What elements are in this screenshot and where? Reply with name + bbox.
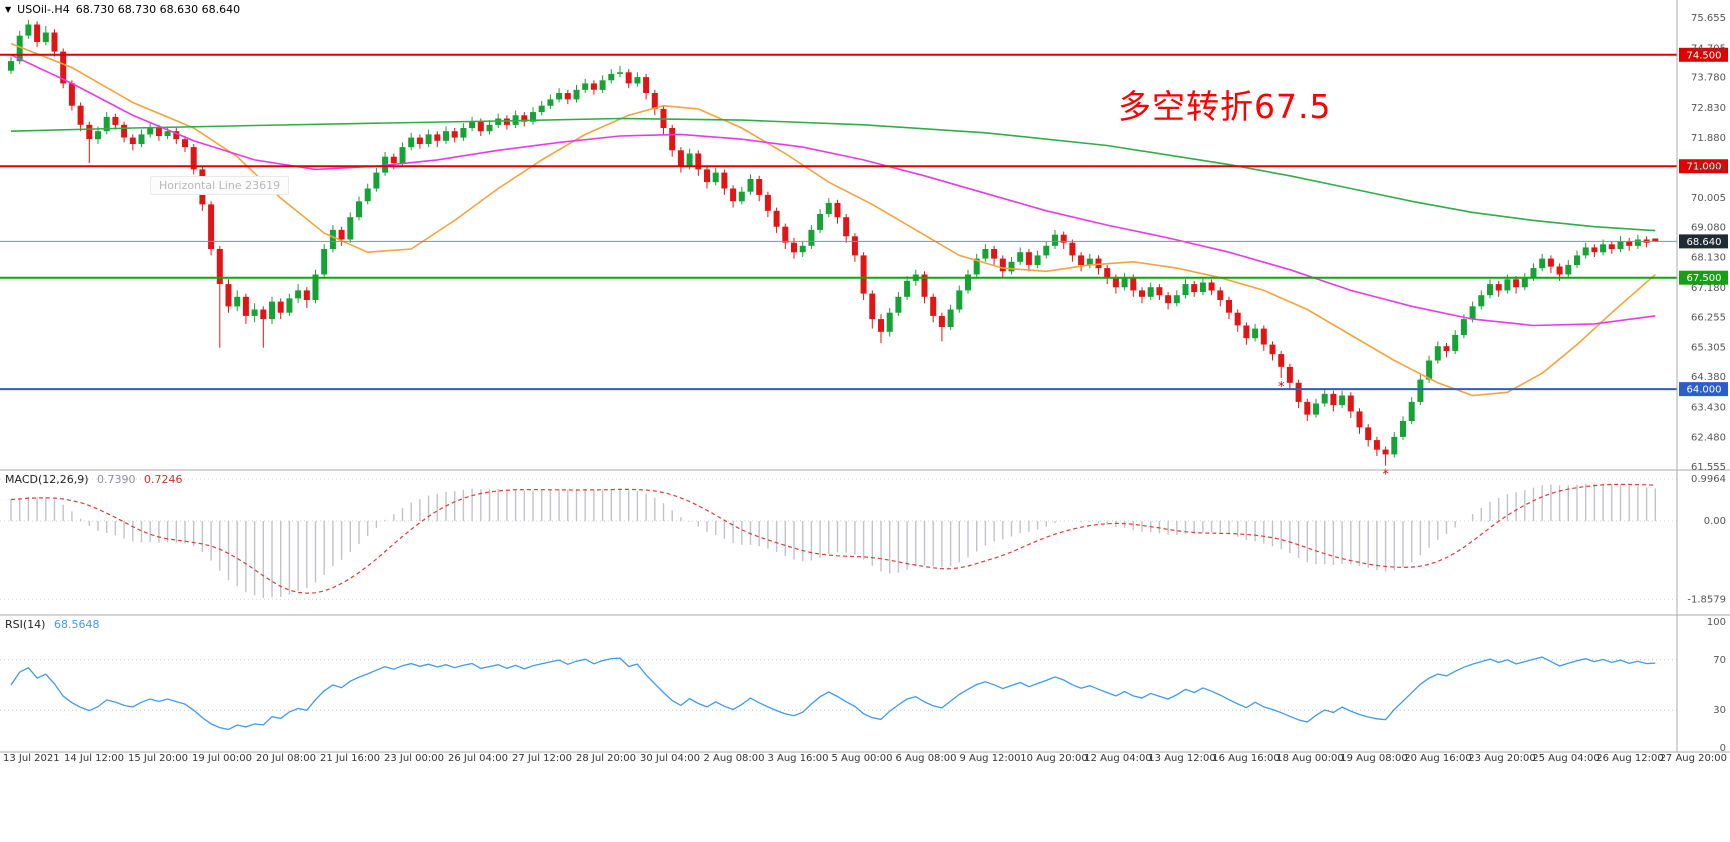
signal-markers: ** (1278, 380, 1389, 482)
symbol-title: ▼ USOil-.H4 68.730 68.730 68.630 68.640 (5, 3, 240, 16)
price-badge-71.000 (1679, 159, 1728, 174)
svg-text:2 Aug 08:00: 2 Aug 08:00 (703, 753, 764, 764)
svg-text:65.305: 65.305 (1691, 343, 1726, 354)
svg-text:13 Jul 2021: 13 Jul 2021 (3, 753, 60, 764)
ma-mid-magenta[interactable] (10, 54, 1656, 327)
macd-signal-value: 0.7246 (144, 473, 183, 486)
svg-text:0: 0 (1720, 743, 1726, 754)
svg-text:73.780: 73.780 (1691, 73, 1726, 84)
svg-text:-1.8579: -1.8579 (1687, 594, 1726, 605)
svg-text:25 Aug 04:00: 25 Aug 04:00 (1532, 753, 1599, 764)
macd-signal-line (10, 483, 1656, 594)
svg-text:15 Jul 20:00: 15 Jul 20:00 (128, 753, 188, 764)
svg-text:72.830: 72.830 (1691, 103, 1726, 114)
svg-text:0.00: 0.00 (1704, 516, 1726, 527)
svg-text:19 Jul 00:00: 19 Jul 00:00 (192, 753, 252, 764)
svg-text:67.500: 67.500 (1687, 273, 1722, 284)
svg-text:70.005: 70.005 (1691, 193, 1726, 204)
macd-main-value: 0.7390 (97, 473, 136, 486)
svg-text:21 Jul 16:00: 21 Jul 16:00 (320, 753, 380, 764)
svg-text:10 Aug 20:00: 10 Aug 20:00 (1020, 753, 1087, 764)
hline-tooltip: Horizontal Line 23619 (150, 176, 290, 195)
svg-text:6 Aug 08:00: 6 Aug 08:00 (895, 753, 956, 764)
svg-text:74.705: 74.705 (1691, 43, 1726, 54)
price-badge-67.500 (1679, 270, 1728, 285)
svg-text:23 Aug 20:00: 23 Aug 20:00 (1468, 753, 1535, 764)
svg-text:64.000: 64.000 (1687, 385, 1722, 396)
svg-text:28 Jul 20:00: 28 Jul 20:00 (576, 753, 636, 764)
svg-text:3 Aug 16:00: 3 Aug 16:00 (767, 753, 828, 764)
candlestick-series[interactable] (8, 19, 1659, 466)
svg-text:68.640: 68.640 (1687, 237, 1722, 248)
svg-text:70: 70 (1713, 655, 1726, 666)
svg-text:74.500: 74.500 (1687, 50, 1722, 61)
macd-panel[interactable]: 0.9964 0.00 -1.8579 (0, 474, 1726, 605)
svg-text:62.480: 62.480 (1691, 433, 1726, 444)
svg-text:*: * (1382, 467, 1389, 482)
svg-text:27 Aug 20:00: 27 Aug 20:00 (1660, 753, 1727, 764)
svg-text:70.955: 70.955 (1691, 163, 1726, 174)
svg-text:66.255: 66.255 (1691, 312, 1726, 323)
svg-text:20 Jul 08:00: 20 Jul 08:00 (256, 753, 316, 764)
svg-text:5 Aug 00:00: 5 Aug 00:00 (831, 753, 892, 764)
price-axis[interactable]: 74.500 71.000 68.640 67.500 64.000 75.655 74.7… (1679, 13, 1728, 473)
ma-fast-orange[interactable] (10, 42, 1656, 397)
ohlc-values: 68.730 68.730 68.630 68.640 (75, 3, 241, 16)
svg-text:68.130: 68.130 (1691, 253, 1726, 264)
panel-separators[interactable] (0, 0, 1730, 753)
svg-text:20 Aug 16:00: 20 Aug 16:00 (1404, 753, 1471, 764)
price-badge-64.000 (1679, 382, 1728, 397)
svg-text:27 Jul 12:00: 27 Jul 12:00 (512, 753, 572, 764)
symbol-name: USOil-.H4 (17, 3, 70, 16)
svg-text:13 Aug 12:00: 13 Aug 12:00 (1148, 753, 1215, 764)
svg-text:71.880: 71.880 (1691, 133, 1726, 144)
moving-average-lines[interactable] (10, 42, 1656, 397)
rsi-indicator-label: RSI(14) 68.5648 (5, 618, 99, 631)
svg-text:30: 30 (1713, 705, 1726, 716)
svg-text:100: 100 (1707, 617, 1726, 628)
rsi-line (10, 656, 1656, 731)
svg-text:14 Jul 12:00: 14 Jul 12:00 (64, 753, 124, 764)
annotation-text[interactable]: 多空转折67.5 (1118, 87, 1332, 126)
chevron-down-icon[interactable]: ▼ (5, 4, 12, 14)
svg-text:71.000: 71.000 (1687, 162, 1722, 173)
svg-text:16 Aug 16:00: 16 Aug 16:00 (1212, 753, 1279, 764)
rsi-panel[interactable]: 100 70 30 0 (0, 617, 1726, 754)
svg-text:12 Aug 04:00: 12 Aug 04:00 (1084, 753, 1151, 764)
svg-text:69.080: 69.080 (1691, 222, 1726, 233)
svg-text:19 Aug 08:00: 19 Aug 08:00 (1340, 753, 1407, 764)
rsi-value: 68.5648 (53, 618, 100, 631)
time-axis[interactable]: 13 Jul 2021 14 Jul 12:00 15 Jul 20:00 19 Ju… (3, 753, 1727, 764)
price-badge-74.500 (1679, 47, 1728, 62)
svg-text:75.655: 75.655 (1691, 13, 1726, 24)
svg-text:*: * (1278, 380, 1285, 395)
svg-text:0.9964: 0.9964 (1691, 474, 1726, 485)
rsi-label: RSI(14) (5, 618, 46, 631)
macd-indicator-label: MACD(12,26,9) 0.7390 0.7246 (5, 473, 183, 486)
svg-text:26 Aug 12:00: 26 Aug 12:00 (1596, 753, 1663, 764)
svg-text:61.555: 61.555 (1691, 462, 1726, 473)
svg-text:26 Jul 04:00: 26 Jul 04:00 (448, 753, 508, 764)
macd-label: MACD(12,26,9) (5, 473, 89, 486)
svg-text:63.430: 63.430 (1691, 402, 1726, 413)
horizontal-lines[interactable] (0, 53, 1677, 391)
ma-slow-green[interactable] (10, 117, 1656, 232)
svg-text:30 Jul 04:00: 30 Jul 04:00 (640, 753, 700, 764)
svg-text:67.180: 67.180 (1691, 283, 1726, 294)
svg-text:23 Jul 00:00: 23 Jul 00:00 (384, 753, 444, 764)
svg-text:18 Aug 00:00: 18 Aug 00:00 (1276, 753, 1343, 764)
svg-text:64.380: 64.380 (1691, 372, 1726, 383)
svg-text:9 Aug 12:00: 9 Aug 12:00 (959, 753, 1020, 764)
price-badge-68.640 (1679, 234, 1728, 249)
